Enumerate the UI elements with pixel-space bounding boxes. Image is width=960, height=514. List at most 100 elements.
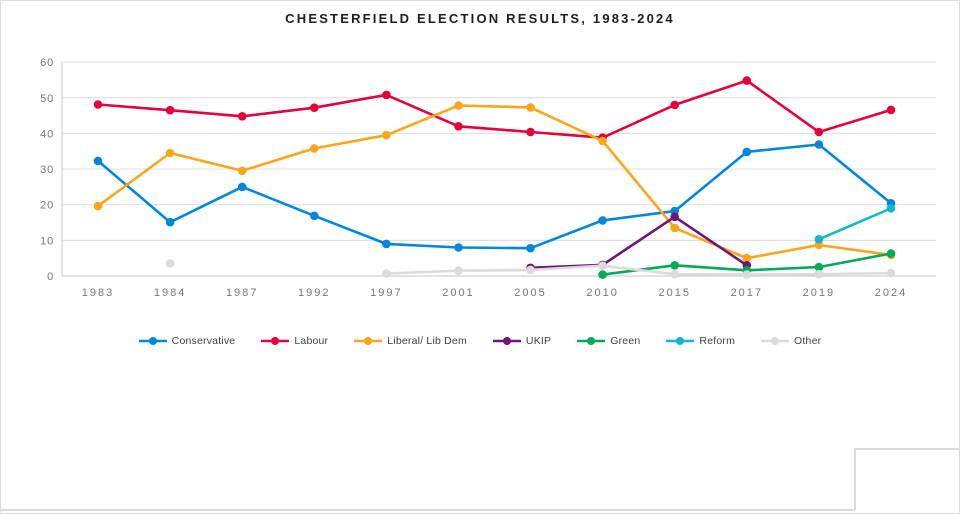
series-line-ukip [529,215,749,270]
data-point-labour [454,122,463,131]
data-point-liberal-lib-dem [670,223,679,233]
sheet-range-border-bottom [0,509,855,511]
data-point-liberal-lib-dem [310,144,319,153]
legend-item-conservative: Conservative [138,335,236,347]
y-tick-label: 0 [47,271,54,283]
legend-item-labour: Labour [261,335,328,347]
line-chart-plot-area: 0 10 20 30 40 50 60 1983 1984 1987 1992 1997 2001 200… [40,57,936,299]
series-line-liberal-lib-dem [96,104,893,260]
x-tick-label: 2010 [586,287,618,299]
legend-label-conservative: Conservative [171,335,236,347]
data-point-liberal-lib-dem [598,136,607,146]
data-point-green [886,249,896,258]
x-tick-label: 2017 [731,287,763,299]
series-line-labour [96,79,893,139]
legend-item-ukip: UKIP [492,335,552,347]
legend-item-reform: Reform [666,335,735,347]
y-tick-label: 40 [40,128,54,140]
data-point-other [742,270,752,279]
data-point-other [886,268,896,278]
x-tick-label: 1984 [154,287,186,299]
data-point-other [814,269,824,279]
data-point-reform [886,204,896,213]
chart-title: CHESTERFIELD ELECTION RESULTS, 1983-2024 [285,11,675,26]
chart-legend: Conservative Labour Liberal/ Lib Dem UKIP Gr… [0,335,960,347]
x-tick-label: 2005 [514,287,546,299]
data-point-liberal-lib-dem [526,103,535,112]
data-point-other [526,265,535,275]
x-tick-label: 2019 [803,287,835,299]
data-point-other [454,266,463,276]
x-tick-label: 2024 [875,287,907,299]
data-point-ukip [670,212,679,222]
data-point-conservative [742,147,752,157]
legend-marker-liberal-lib-dem [354,337,383,345]
data-point-conservative [382,239,391,249]
legend-label-liberal-lib-dem: Liberal/ Lib Dem [387,335,467,347]
data-point-liberal-lib-dem [237,166,247,176]
legend-item-green: Green [577,335,640,347]
data-point-labour [382,90,391,100]
legend-label-ukip: UKIP [525,335,552,347]
legend-item-liberal-lib-dem: Liberal/ Lib Dem [354,335,467,347]
series-line-reform [817,207,893,241]
data-point-green [670,261,679,270]
x-tick-label: 1992 [298,287,330,299]
data-point-labour [310,103,319,112]
legend-label-green: Green [610,335,641,347]
data-point-other [382,269,391,278]
data-point-green [598,270,607,279]
y-tick-label: 30 [40,164,54,176]
data-point-liberal-lib-dem [742,253,752,263]
data-point-other [670,269,679,279]
data-point-labour [886,105,896,115]
data-point-conservative [93,156,103,166]
data-point-liberal-lib-dem [382,130,391,140]
data-point-conservative [598,216,607,225]
legend-label-labour: Labour [294,335,329,347]
data-point-other [598,261,607,271]
legend-marker-labour [261,337,290,345]
x-tick-label: 2015 [658,287,690,299]
data-point-conservative [814,140,824,149]
legend-marker-other [761,337,790,345]
data-point-conservative [454,243,463,252]
sheet-range-border-top [854,448,960,450]
data-point-liberal-lib-dem [93,201,103,211]
data-point-other [165,259,175,268]
data-point-labour [93,100,103,109]
data-point-reform [814,235,824,244]
x-tick-label: 2001 [442,287,474,299]
legend-marker-conservative [138,337,167,345]
y-tick-label: 20 [40,200,54,212]
legend-label-other: Other [794,335,822,347]
x-tick-label: 1983 [82,287,114,299]
legend-marker-reform [666,337,695,345]
y-tick-label: 50 [40,93,54,105]
legend-marker-ukip [492,337,521,345]
data-point-conservative [526,243,535,253]
data-point-green [814,262,824,272]
data-point-conservative [310,211,319,221]
election-results-chart[interactable]: 0 10 20 30 40 50 60 1983 1984 1987 1992 1997 2001 200… [0,0,960,430]
y-tick-label: 60 [40,57,54,69]
data-point-labour [742,76,752,85]
data-point-labour [670,100,679,110]
data-point-labour [165,105,175,115]
data-point-conservative [165,217,175,227]
legend-label-reform: Reform [699,335,736,347]
x-tick-label: 1987 [226,287,258,299]
data-point-liberal-lib-dem [454,101,463,110]
series-line-conservative [96,143,893,250]
legend-marker-green [577,337,606,345]
y-tick-label: 10 [40,235,54,247]
x-tick-label: 1997 [370,287,402,299]
sheet-range-border-left [854,448,856,510]
data-point-labour [526,127,535,137]
data-point-labour [237,112,247,121]
data-point-labour [814,127,824,137]
data-point-conservative [237,182,247,192]
legend-item-other: Other [761,335,821,347]
series-line-other [385,264,893,276]
data-point-liberal-lib-dem [165,148,175,158]
